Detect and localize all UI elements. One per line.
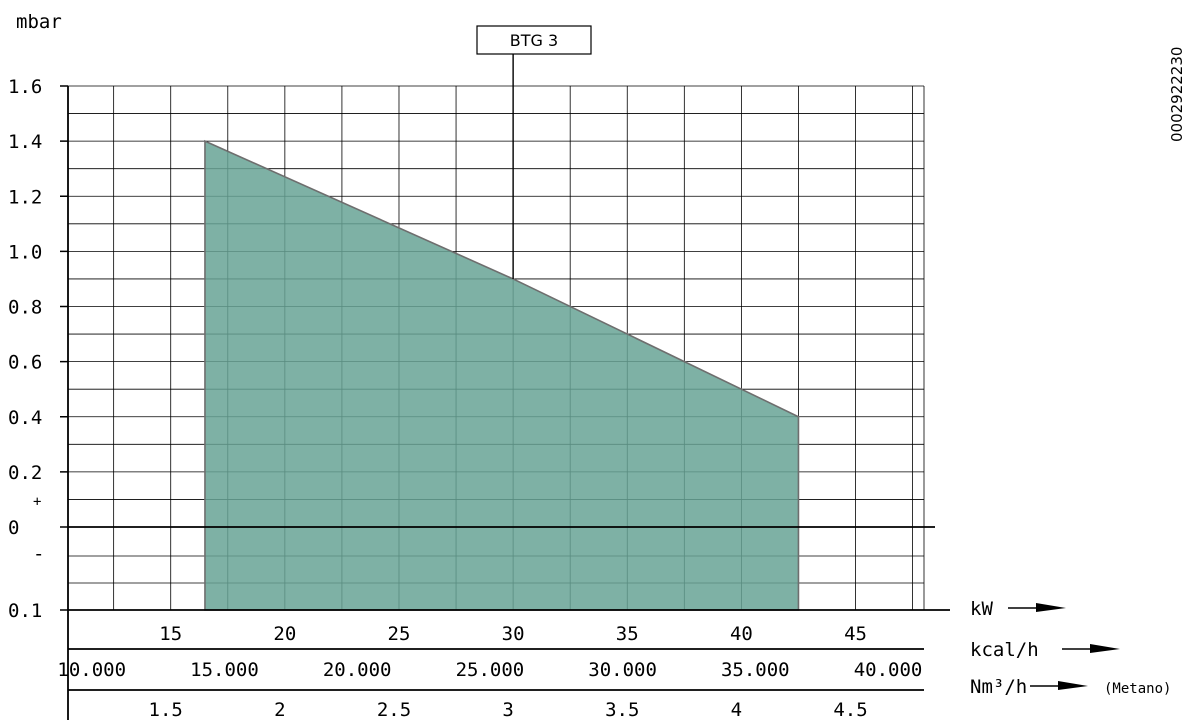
- drawing-code: 0002922230: [1168, 47, 1186, 142]
- x-tick-label-nm3: 4: [731, 699, 742, 720]
- y-tick-label: 0: [8, 517, 19, 539]
- y-tick-label: 0.6: [8, 352, 42, 374]
- x-tick-label-kcal: 40.000: [854, 659, 923, 681]
- x-tick-label-kcal: 25.000: [456, 659, 525, 681]
- y-tick-label: 1.6: [8, 76, 42, 98]
- y-tick-label: 1.2: [8, 186, 42, 208]
- fuel-note: (Metano): [1104, 681, 1171, 697]
- unit-nm3-label: Nm³/h: [970, 676, 1027, 698]
- x-tick-label-kw: 25: [388, 623, 411, 645]
- x-tick-label-nm3: 3: [502, 699, 513, 720]
- x-tick-label-kw: 15: [159, 623, 182, 645]
- title-box: BTG 3: [476, 25, 592, 55]
- x-tick-label-kcal: 20.000: [323, 659, 392, 681]
- y-tick-label: 1.4: [8, 131, 42, 153]
- zero-plus-sign: +: [33, 494, 41, 510]
- working-field-area: [204, 139, 800, 611]
- y-tick-labels: 1.6 1.4 1.2 1.0 0.8 0.6 0.4 0.2 0 0.1 + -: [8, 76, 44, 622]
- x-tick-label-kw: 45: [844, 623, 867, 645]
- plot-overlay: [60, 54, 935, 720]
- plot-area: [204, 139, 800, 611]
- x-axes: 15 20 25 30 35 40 45 10.000 15.000 20.000 25.000 30…: [57, 598, 1171, 720]
- x-tick-label-nm3: 1.5: [149, 699, 183, 720]
- x-tick-label-nm3: 2.5: [377, 699, 411, 720]
- x-tick-label-nm3: 2: [274, 699, 285, 720]
- unit-kcal-label: kcal/h: [970, 639, 1039, 661]
- x-tick-label-kw: 20: [273, 623, 296, 645]
- x-tick-label-kw: 35: [616, 623, 639, 645]
- y-axis-label: mbar: [16, 11, 62, 33]
- x-tick-label-kcal: 30.000: [588, 659, 657, 681]
- arrow-head-icon: [1058, 681, 1088, 690]
- x-tick-label-nm3: 3.5: [605, 699, 639, 720]
- x-tick-label-kcal: 10.000: [57, 659, 126, 681]
- x-tick-label-kw: 30: [502, 623, 525, 645]
- y-tick-label: 0.1: [8, 600, 42, 622]
- chart-title: BTG 3: [510, 31, 558, 50]
- zero-minus-sign: -: [33, 543, 44, 565]
- x-tick-label-kcal: 15.000: [190, 659, 259, 681]
- y-tick-label: 0.8: [8, 297, 42, 319]
- y-tick-label: 0.2: [8, 462, 42, 484]
- y-tick-label: 0.4: [8, 407, 42, 429]
- unit-kw-label: kW: [970, 598, 993, 620]
- x-tick-label-nm3: 4.5: [833, 699, 867, 720]
- x-tick-label-kcal: 35.000: [721, 659, 790, 681]
- x-tick-label-kw: 40: [730, 623, 753, 645]
- y-tick-label: 1.0: [8, 241, 42, 263]
- arrow-head-icon: [1090, 644, 1120, 653]
- arrow-head-icon: [1036, 603, 1066, 612]
- title-frame: [476, 25, 592, 55]
